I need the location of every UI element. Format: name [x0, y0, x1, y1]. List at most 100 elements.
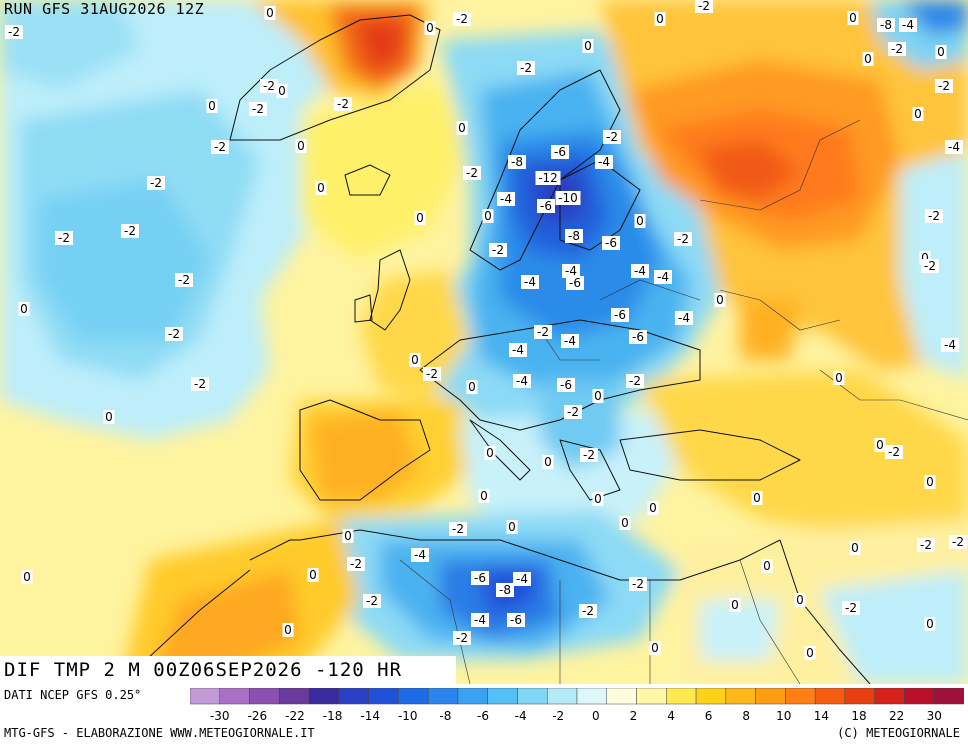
contour-label-text: -6 [605, 236, 617, 250]
legend-tick-label: 0 [592, 709, 600, 723]
contour-label-text: -2 [567, 405, 579, 419]
contour-label-text: 0 [584, 39, 592, 53]
contour-label: -2 [695, 0, 713, 13]
contour-label-text: -8 [880, 18, 892, 32]
contour-label-text: -4 [500, 192, 512, 206]
contour-label: -8 [877, 18, 895, 32]
legend-swatch [308, 688, 340, 705]
credit-right: (C) METEOGIORNALE [837, 726, 960, 740]
contour-label: -2 [629, 577, 647, 591]
contour-label-text: 0 [508, 520, 516, 534]
contour-label: -2 [449, 522, 467, 536]
contour-label: 0 [21, 570, 33, 584]
contour-label-text: 0 [594, 492, 602, 506]
contour-label: 0 [619, 516, 631, 530]
contour-label-text: -6 [554, 145, 566, 159]
contour-label: 0 [342, 529, 354, 543]
contour-label: -4 [899, 18, 917, 32]
contour-label-text: -4 [524, 275, 536, 289]
contour-label: -4 [654, 270, 672, 284]
contour-label-text: 0 [835, 371, 843, 385]
contour-label: -4 [471, 613, 489, 627]
contour-label: 0 [484, 446, 496, 460]
legend-tick-label: -10 [398, 709, 418, 723]
contour-label: -2 [949, 535, 967, 549]
contour-label-text: 0 [649, 501, 657, 515]
run-title: RUN GFS 31AUG2026 12Z [4, 0, 205, 18]
contour-label-text: -2 [520, 61, 532, 75]
contour-label: -6 [537, 199, 555, 213]
map-canvas: -20 -20-20-20 -8 -40-2 00-20-4-2 0-2 -200-2-2 0… [0, 0, 968, 684]
contour-label-text: -2 [337, 97, 349, 111]
contour-label: 0 [276, 84, 288, 98]
contour-label: 0 [103, 410, 115, 424]
borders [399, 119, 968, 684]
contour-label-text: -6 [540, 199, 552, 213]
contour-label: -2 [917, 538, 935, 552]
contour-label: -2 [55, 231, 73, 245]
contour-label: 0 [18, 302, 30, 316]
contour-label: 0 [592, 389, 604, 403]
contour-label: -2 [5, 25, 23, 39]
contour-label: -4 [521, 275, 539, 289]
map-caption: DIF TMP 2 M 00Z06SEP2026 -120 HR [0, 656, 456, 684]
legend-swatch [904, 688, 935, 705]
contour-label-text: 0 [864, 52, 872, 66]
legend-swatch [725, 688, 756, 705]
legend-tick-label: 10 [776, 709, 791, 723]
contour-label-text: 0 [753, 491, 761, 505]
contour-label: -2 [175, 273, 193, 287]
contour-label: -4 [497, 192, 515, 206]
contour-label: -4 [561, 334, 579, 348]
contour-label-text: -2 [456, 631, 468, 645]
contour-label: -2 [517, 61, 535, 75]
contour-label-text: -6 [632, 330, 644, 344]
contour-label-text: -2 [263, 79, 275, 93]
contour-label: -4 [562, 264, 580, 278]
contour-label-text: 0 [284, 623, 292, 637]
temperature-anomaly-map: -2 0 -2 0 -2 0 -2 0 -8 -4 0 -2 0 0 -2 0 -4 -2 0 -2 -2 0 0 -2 -2 0… [0, 0, 968, 684]
contour-label: -4 [513, 374, 531, 388]
contour-label-text: 0 [208, 99, 216, 113]
contour-label-text: -4 [944, 338, 956, 352]
contour-label: 0 [833, 371, 845, 385]
contour-label: 0 [924, 617, 936, 631]
contour-label: 0 [794, 593, 806, 607]
contour-label: -4 [941, 338, 959, 352]
contour-label-text: 0 [297, 139, 305, 153]
contour-label: -4 [631, 264, 649, 278]
contour-label: -2 [579, 604, 597, 618]
contour-label: 0 [924, 475, 936, 489]
contour-label: -2 [842, 601, 860, 615]
contour-label-text: 0 [876, 438, 884, 452]
contour-label-text: -4 [598, 155, 610, 169]
legend-swatch [457, 688, 488, 705]
contour-label-text: -6 [510, 613, 522, 627]
contour-label-text: 0 [806, 646, 814, 660]
contour-label: -2 [564, 405, 582, 419]
contour-label: -2 [888, 42, 906, 56]
contour-label-text: -2 [583, 448, 595, 462]
contour-label-text: -2 [492, 243, 504, 257]
contour-label-text: -2 [8, 25, 20, 39]
contour-label-text: -2 [456, 12, 468, 26]
legend-svg: -30 -26 -22 -18 -14 -10 -8 -6 -4 -2 0 2 4 6 8 10 14 18 22 3… [190, 688, 964, 723]
legend-swatch [695, 688, 727, 705]
contour-label: -2 [580, 448, 598, 462]
contour-label-text: -2 [888, 445, 900, 459]
contour-label-text: 0 [849, 11, 857, 25]
legend-swatch [517, 688, 548, 705]
contour-label: -6 [629, 330, 647, 344]
contour-label: 0 [282, 623, 294, 637]
contour-label-text: -4 [516, 572, 528, 586]
contour-label: 0 [804, 646, 816, 660]
contour-label: 0 [206, 99, 218, 113]
legend-swatch [546, 688, 578, 705]
contour-label-text: -2 [924, 259, 936, 273]
legend-swatch [279, 688, 310, 705]
contour-label-text: 0 [921, 251, 929, 265]
contour-label-text: -2 [194, 377, 206, 391]
contour-label: 0 [506, 520, 518, 534]
legend-swatch [755, 688, 786, 705]
legend-swatch [368, 688, 399, 705]
